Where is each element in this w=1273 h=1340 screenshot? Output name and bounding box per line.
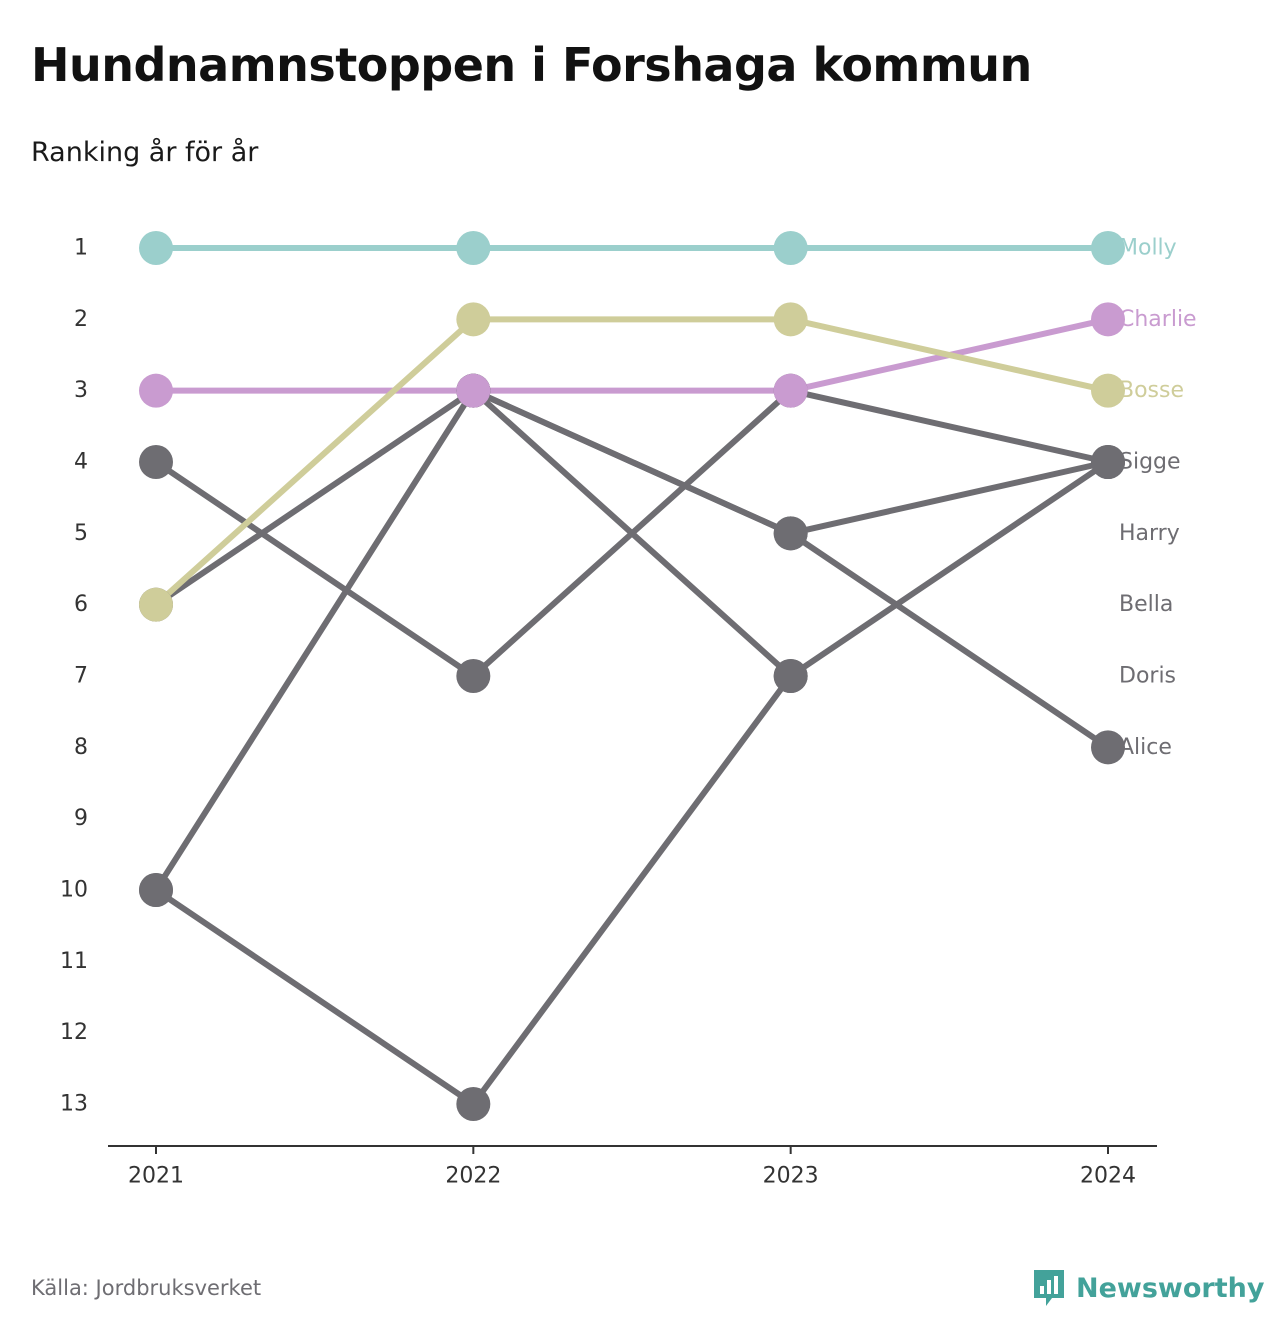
y-tick-label-1: 1: [74, 236, 88, 261]
series-line-alice-1: [470, 387, 794, 537]
y-tick-label-11: 11: [60, 949, 88, 974]
chart-subtitle: Ranking år för år: [31, 137, 259, 168]
point-molly-2024[interactable]: [1091, 231, 1125, 265]
end-label-charlie: Charlie: [1119, 307, 1197, 332]
brand-logo: Newsworthy: [1032, 1268, 1264, 1308]
series-points: [139, 231, 1125, 1121]
point-bella-2022[interactable]: [456, 1087, 491, 1121]
series-line-sigge-2: [787, 459, 1111, 537]
y-tick-label-10: 10: [60, 878, 88, 903]
point-doris-2021[interactable]: [139, 445, 173, 479]
y-tick-label-8: 8: [74, 735, 88, 760]
y-tick-label-13: 13: [60, 1092, 88, 1117]
chart-title: Hundnamnstoppen i Forshaga kommun: [31, 38, 1032, 92]
y-tick-label-6: 6: [74, 592, 88, 617]
end-label-doris: Doris: [1119, 664, 1176, 689]
end-label-harry: Harry: [1119, 521, 1180, 546]
point-bosse-2024[interactable]: [1091, 373, 1125, 408]
series-line-bella-2: [787, 459, 1111, 679]
y-tick-label-4: 4: [74, 450, 88, 475]
series-line-bella-0: [153, 887, 477, 1107]
point-molly-2021[interactable]: [139, 231, 173, 265]
series-line-alice-2: [787, 530, 1111, 751]
x-tick-label-2023: 2023: [763, 1164, 819, 1189]
y-tick-label-12: 12: [60, 1020, 88, 1045]
point-charlie-2024[interactable]: [1091, 302, 1125, 337]
point-bosse-2023[interactable]: [773, 302, 808, 337]
x-axis: 2021 2022 2023 2024: [108, 1145, 1157, 1189]
brand-name: Newsworthy: [1076, 1272, 1265, 1304]
series-line-bella-1: [470, 673, 794, 1107]
y-tick-label-9: 9: [74, 806, 88, 831]
y-tick-label-5: 5: [74, 521, 88, 546]
point-alice-2023[interactable]: [773, 516, 808, 551]
series-line-sigge-0: [153, 387, 477, 608]
end-label-bosse: Bosse: [1119, 378, 1184, 403]
x-tick-label-2021: 2021: [128, 1164, 184, 1189]
point-charlie-2023[interactable]: [773, 373, 808, 408]
point-doris-2022[interactable]: [456, 659, 491, 693]
x-tick-label-2022: 2022: [445, 1164, 501, 1189]
end-label-alice: Alice: [1119, 735, 1172, 760]
series-line-bosse-2: [787, 316, 1111, 394]
series-line-doris-0: [153, 459, 477, 679]
series-end-labels: Molly Charlie Bosse Sigge Harry Bella Doris Ali…: [1119, 236, 1197, 760]
y-tick-label-7: 7: [74, 664, 88, 689]
point-molly-2022[interactable]: [456, 231, 491, 265]
series-line-doris-2: [787, 387, 1111, 465]
end-label-molly: Molly: [1119, 236, 1177, 261]
x-tick-label-2024: 2024: [1080, 1164, 1136, 1189]
y-tick-label-2: 2: [74, 307, 88, 332]
series-line-bosse-0: [153, 316, 477, 608]
source-note: Källa: Jordbruksverket: [31, 1276, 262, 1300]
point-bosse-2021[interactable]: [139, 587, 173, 622]
point-alice-2024[interactable]: [1091, 730, 1125, 765]
point-charlie-2021[interactable]: [139, 373, 173, 408]
series-line-doris-1: [470, 387, 794, 679]
point-molly-2023[interactable]: [773, 231, 808, 265]
point-bella-2023[interactable]: [773, 659, 808, 693]
newsworthy-logo-icon: [1034, 1270, 1064, 1306]
series-lines: [153, 245, 1111, 1107]
end-label-sigge: Sigge: [1119, 450, 1181, 475]
point-bella-2021[interactable]: [139, 873, 173, 907]
point-doris-2024[interactable]: [1091, 445, 1125, 479]
bump-chart: Molly Charlie Bosse Sigge Harry Bella Doris Ali…: [60, 231, 1197, 1189]
y-tick-label-3: 3: [74, 378, 88, 403]
point-charlie-2022[interactable]: [456, 373, 491, 408]
point-bosse-2022[interactable]: [456, 302, 491, 337]
end-label-bella: Bella: [1119, 592, 1173, 617]
series-line-harry-0: [153, 387, 477, 893]
